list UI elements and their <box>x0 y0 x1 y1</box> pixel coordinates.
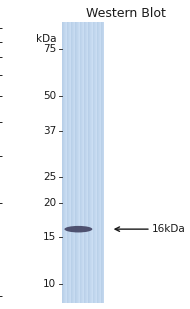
Text: 15: 15 <box>43 232 56 242</box>
Text: 25: 25 <box>43 172 56 182</box>
Ellipse shape <box>64 226 92 232</box>
Text: 20: 20 <box>43 198 56 208</box>
Text: Western Blot: Western Blot <box>86 7 166 20</box>
Text: 75: 75 <box>43 44 56 54</box>
Text: kDa: kDa <box>36 34 56 44</box>
Text: 37: 37 <box>43 126 56 137</box>
Text: 10: 10 <box>43 279 56 289</box>
Text: 16kDa: 16kDa <box>152 224 186 234</box>
Text: 50: 50 <box>43 91 56 101</box>
